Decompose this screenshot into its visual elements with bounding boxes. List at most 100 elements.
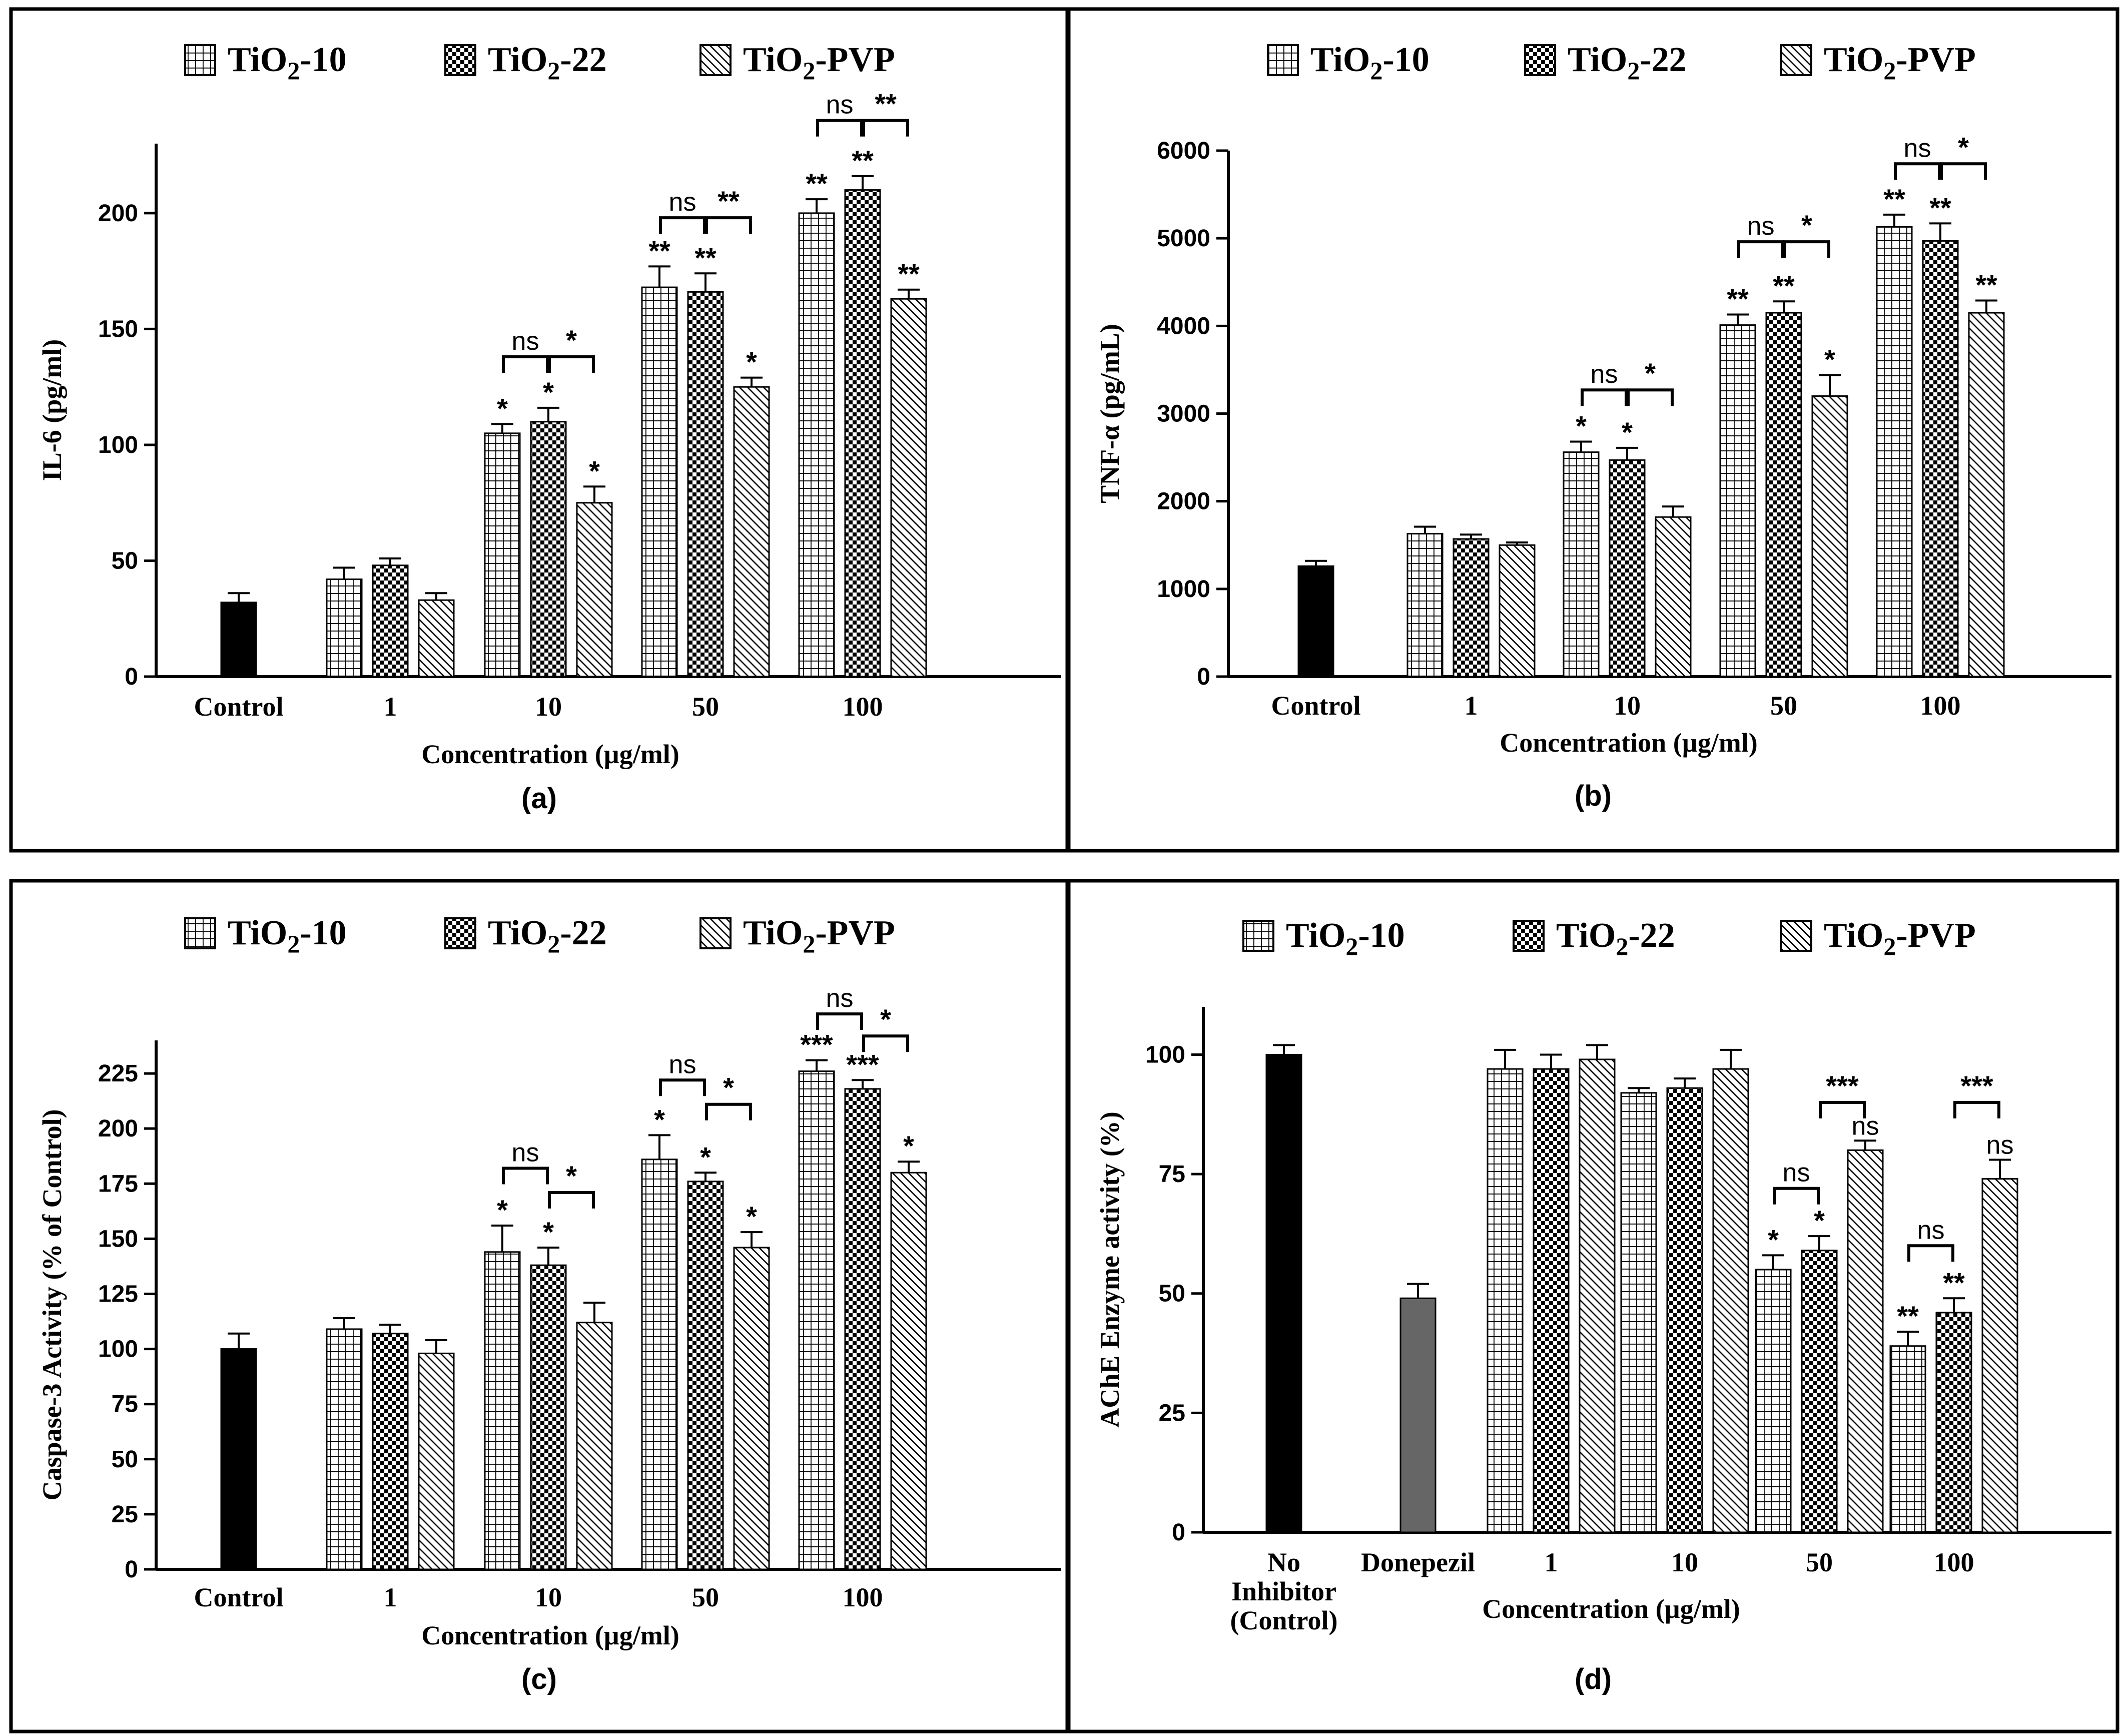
significance-mark: *: [1576, 410, 1587, 442]
legend-label: TiO2-PVP: [743, 41, 895, 85]
significance-mark: **: [694, 242, 717, 273]
legend-label: TiO2-22: [1556, 916, 1675, 960]
data-bar: [1655, 516, 1692, 678]
significance-mark: *: [497, 392, 508, 424]
legend-label: TiO2-PVP: [1824, 41, 1976, 85]
legend-swatch-checker: [1524, 44, 1556, 76]
y-tick-label: 6000: [1157, 138, 1210, 164]
bracket-label: ns: [1917, 1216, 1945, 1245]
significance-bracket: [1940, 162, 1987, 180]
bracket-label: *: [1645, 357, 1656, 389]
data-bar: [418, 1352, 455, 1570]
data-bar: [1889, 1345, 1926, 1533]
significance-bracket: [548, 1191, 595, 1209]
category-label: 100: [1920, 691, 1961, 721]
bracket-label: ns: [1904, 134, 1931, 163]
legend-swatch-grid: [184, 917, 216, 949]
legend: TiO2-10 TiO2-22 TiO2-PVP: [184, 41, 895, 85]
data-bar: [733, 386, 770, 678]
category-label: No: [1267, 1547, 1300, 1577]
significance-mark: *: [746, 1201, 757, 1232]
significance-bracket: [659, 216, 706, 234]
category-label: 10: [1671, 1547, 1698, 1577]
y-tick-label: 225: [98, 1060, 138, 1087]
data-bar: [1712, 1068, 1749, 1533]
category-label: 50: [1770, 691, 1797, 721]
y-axis-label: Caspase-3 Activity (% of Control): [37, 1109, 67, 1501]
significance-mark: *: [497, 1194, 508, 1226]
data-bar: [1609, 459, 1646, 678]
y-tick-label: 100: [98, 432, 138, 458]
significance-bracket: [862, 119, 909, 137]
legend-swatch-diag: [1780, 44, 1812, 76]
y-tick-label: 125: [98, 1281, 138, 1307]
legend-label: TiO2-PVP: [743, 914, 895, 958]
bracket-label: ns: [512, 1138, 539, 1167]
data-bar: [326, 1328, 363, 1570]
legend-swatch-diag: [1780, 920, 1812, 952]
data-bar: [1499, 544, 1536, 678]
significance-mark: *: [1824, 343, 1835, 375]
significance-bracket: [1953, 1100, 2000, 1118]
y-tick-label: 100: [1145, 1041, 1185, 1068]
significance-mark: ***: [846, 1048, 879, 1080]
significance-mark: **: [852, 145, 874, 176]
category-label: Control: [1271, 691, 1360, 721]
data-bar: [1620, 1092, 1657, 1533]
y-tick-label: 50: [112, 547, 138, 574]
legend-label: TiO2-10: [228, 914, 347, 958]
significance-bracket: [816, 1012, 863, 1030]
data-bar: [1847, 1149, 1884, 1533]
panel-label: (a): [521, 782, 557, 815]
significance-bracket: [502, 1167, 549, 1185]
bracket-label: *: [880, 1003, 891, 1035]
legend-swatch-checker: [444, 44, 476, 76]
y-tick-label: 1000: [1157, 576, 1210, 603]
significance-mark: *: [1768, 1224, 1779, 1255]
significance-mark: *: [903, 1130, 914, 1162]
legend-swatch-diag: [699, 917, 732, 949]
y-tick-label: 50: [112, 1446, 138, 1473]
data-bar: [484, 432, 521, 678]
significance-bracket: [1773, 1187, 1820, 1205]
y-tick-label: 100: [98, 1336, 138, 1363]
legend-swatch-grid: [1242, 920, 1274, 952]
bracket-label: ns: [1591, 360, 1618, 389]
control-bar: [1297, 565, 1334, 678]
significance-bracket: [705, 216, 752, 234]
bracket-label: **: [875, 88, 897, 120]
significance-mark: *: [700, 1141, 711, 1173]
chart-panel-c: TiO2-10 TiO2-22 TiO2-PVP025507510012515017…: [9, 879, 1069, 1733]
significance-mark: **: [1897, 1300, 1919, 1332]
data-bar: [733, 1247, 770, 1570]
legend-label: TiO2-10: [1286, 916, 1405, 960]
legend-swatch-grid: [1267, 44, 1299, 76]
category-label: 100: [843, 1582, 883, 1612]
significance-mark: *: [746, 346, 757, 378]
significance-bracket: [502, 355, 549, 373]
data-bar: [1922, 240, 1959, 678]
data-bar: [326, 578, 363, 678]
data-bar: [530, 1264, 567, 1570]
category-label: Control: [194, 1582, 283, 1612]
significance-bracket: [548, 355, 595, 373]
legend-label: TiO2-PVP: [1824, 916, 1976, 960]
significance-bracket: [659, 1078, 706, 1096]
data-bar: [1765, 312, 1802, 678]
data-bar: [372, 1333, 409, 1570]
legend-swatch-checker: [1513, 920, 1545, 952]
data-bar: [372, 564, 409, 678]
bracket-label: *: [566, 1160, 577, 1192]
x-axis-label: Concentration (µg/ml): [1500, 728, 1758, 758]
significance-bracket: [816, 119, 863, 137]
data-bar: [1755, 1269, 1792, 1533]
panel-label: (b): [1575, 780, 1612, 812]
legend-swatch-grid: [184, 44, 216, 76]
y-tick-label: 0: [1172, 1519, 1185, 1546]
category-label: 10: [535, 1582, 562, 1612]
data-bar: [641, 286, 678, 678]
y-tick-label: 25: [1159, 1400, 1185, 1426]
bracket-label: *: [723, 1072, 734, 1103]
significance-mark: **: [1975, 269, 1997, 301]
